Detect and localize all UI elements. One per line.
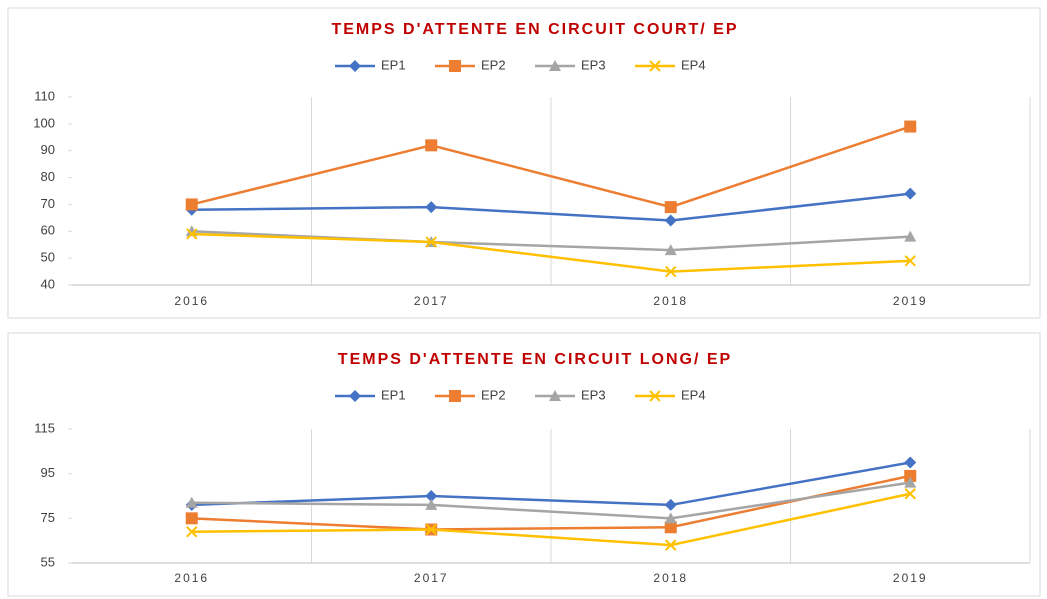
x-tick-label: 2019 xyxy=(893,571,928,585)
marker xyxy=(549,390,561,401)
marker xyxy=(425,490,438,502)
marker xyxy=(185,496,198,508)
marker xyxy=(185,512,198,525)
series-line xyxy=(191,492,911,547)
y-tick-label: 75 xyxy=(41,510,55,525)
marker xyxy=(904,255,916,267)
x-tick-label: 2017 xyxy=(414,294,449,308)
legend-label: EP1 xyxy=(381,387,406,402)
legend-label: EP4 xyxy=(681,57,706,72)
marker xyxy=(425,236,437,248)
marker xyxy=(425,523,437,536)
marker xyxy=(425,201,438,214)
y-tick-label: 100 xyxy=(33,115,55,130)
marker xyxy=(649,390,661,402)
legend-label: EP2 xyxy=(481,387,506,402)
marker xyxy=(904,469,917,482)
marker xyxy=(664,498,677,511)
y-tick-label: 80 xyxy=(41,169,55,184)
y-tick-label: 95 xyxy=(41,465,55,480)
y-tick-label: 55 xyxy=(41,554,55,569)
marker xyxy=(186,526,198,538)
series xyxy=(185,476,917,524)
x-tick-label: 2019 xyxy=(893,294,928,308)
marker xyxy=(449,60,461,72)
series-line xyxy=(191,230,911,252)
x-tick-label: 2018 xyxy=(653,571,688,585)
marker xyxy=(904,120,917,133)
x-tick-label: 2017 xyxy=(414,571,449,585)
marker xyxy=(904,476,917,488)
marker xyxy=(549,60,561,71)
marker xyxy=(664,512,677,524)
marker xyxy=(904,456,917,469)
marker xyxy=(649,60,661,72)
x-tick-label: 2016 xyxy=(174,294,209,308)
y-tick-label: 40 xyxy=(41,276,55,291)
marker xyxy=(904,488,916,500)
marker xyxy=(449,390,461,402)
marker xyxy=(664,201,677,214)
marker xyxy=(904,230,917,242)
marker xyxy=(664,521,677,534)
y-tick-label: 50 xyxy=(41,250,55,265)
marker xyxy=(664,214,677,227)
y-tick-label: 90 xyxy=(41,142,55,157)
marker xyxy=(349,390,361,402)
series-line xyxy=(191,481,911,520)
series xyxy=(185,120,917,214)
series-line xyxy=(191,125,911,209)
chart-title: TEMPS D'ATTENTE EN CIRCUIT COURT/ EP xyxy=(331,21,738,38)
y-tick-label: 115 xyxy=(34,420,55,435)
marker xyxy=(425,139,438,152)
y-tick-label: 110 xyxy=(34,88,55,103)
marker xyxy=(665,265,677,278)
marker xyxy=(349,60,361,72)
legend-label: EP4 xyxy=(681,387,706,402)
marker xyxy=(664,244,677,256)
legend-label: EP3 xyxy=(581,387,606,402)
y-tick-label: 70 xyxy=(41,196,55,211)
series-line xyxy=(191,192,911,222)
series-line xyxy=(191,461,911,507)
chart-title: TEMPS D'ATTENTE EN CIRCUIT LONG/ EP xyxy=(338,351,732,368)
x-tick-label: 2018 xyxy=(653,294,688,308)
series-line xyxy=(191,232,911,273)
legend-label: EP3 xyxy=(581,57,606,72)
y-tick-label: 60 xyxy=(41,223,55,238)
legend-label: EP2 xyxy=(481,57,506,72)
marker xyxy=(186,228,198,240)
series xyxy=(186,228,916,278)
chart-frame xyxy=(7,7,1041,319)
marker xyxy=(665,539,677,551)
x-tick-label: 2016 xyxy=(174,571,209,585)
chart-frame xyxy=(7,332,1041,597)
marker xyxy=(904,187,917,200)
marker xyxy=(425,498,438,510)
legend-label: EP1 xyxy=(381,57,406,72)
marker xyxy=(185,198,198,211)
series xyxy=(186,488,916,551)
